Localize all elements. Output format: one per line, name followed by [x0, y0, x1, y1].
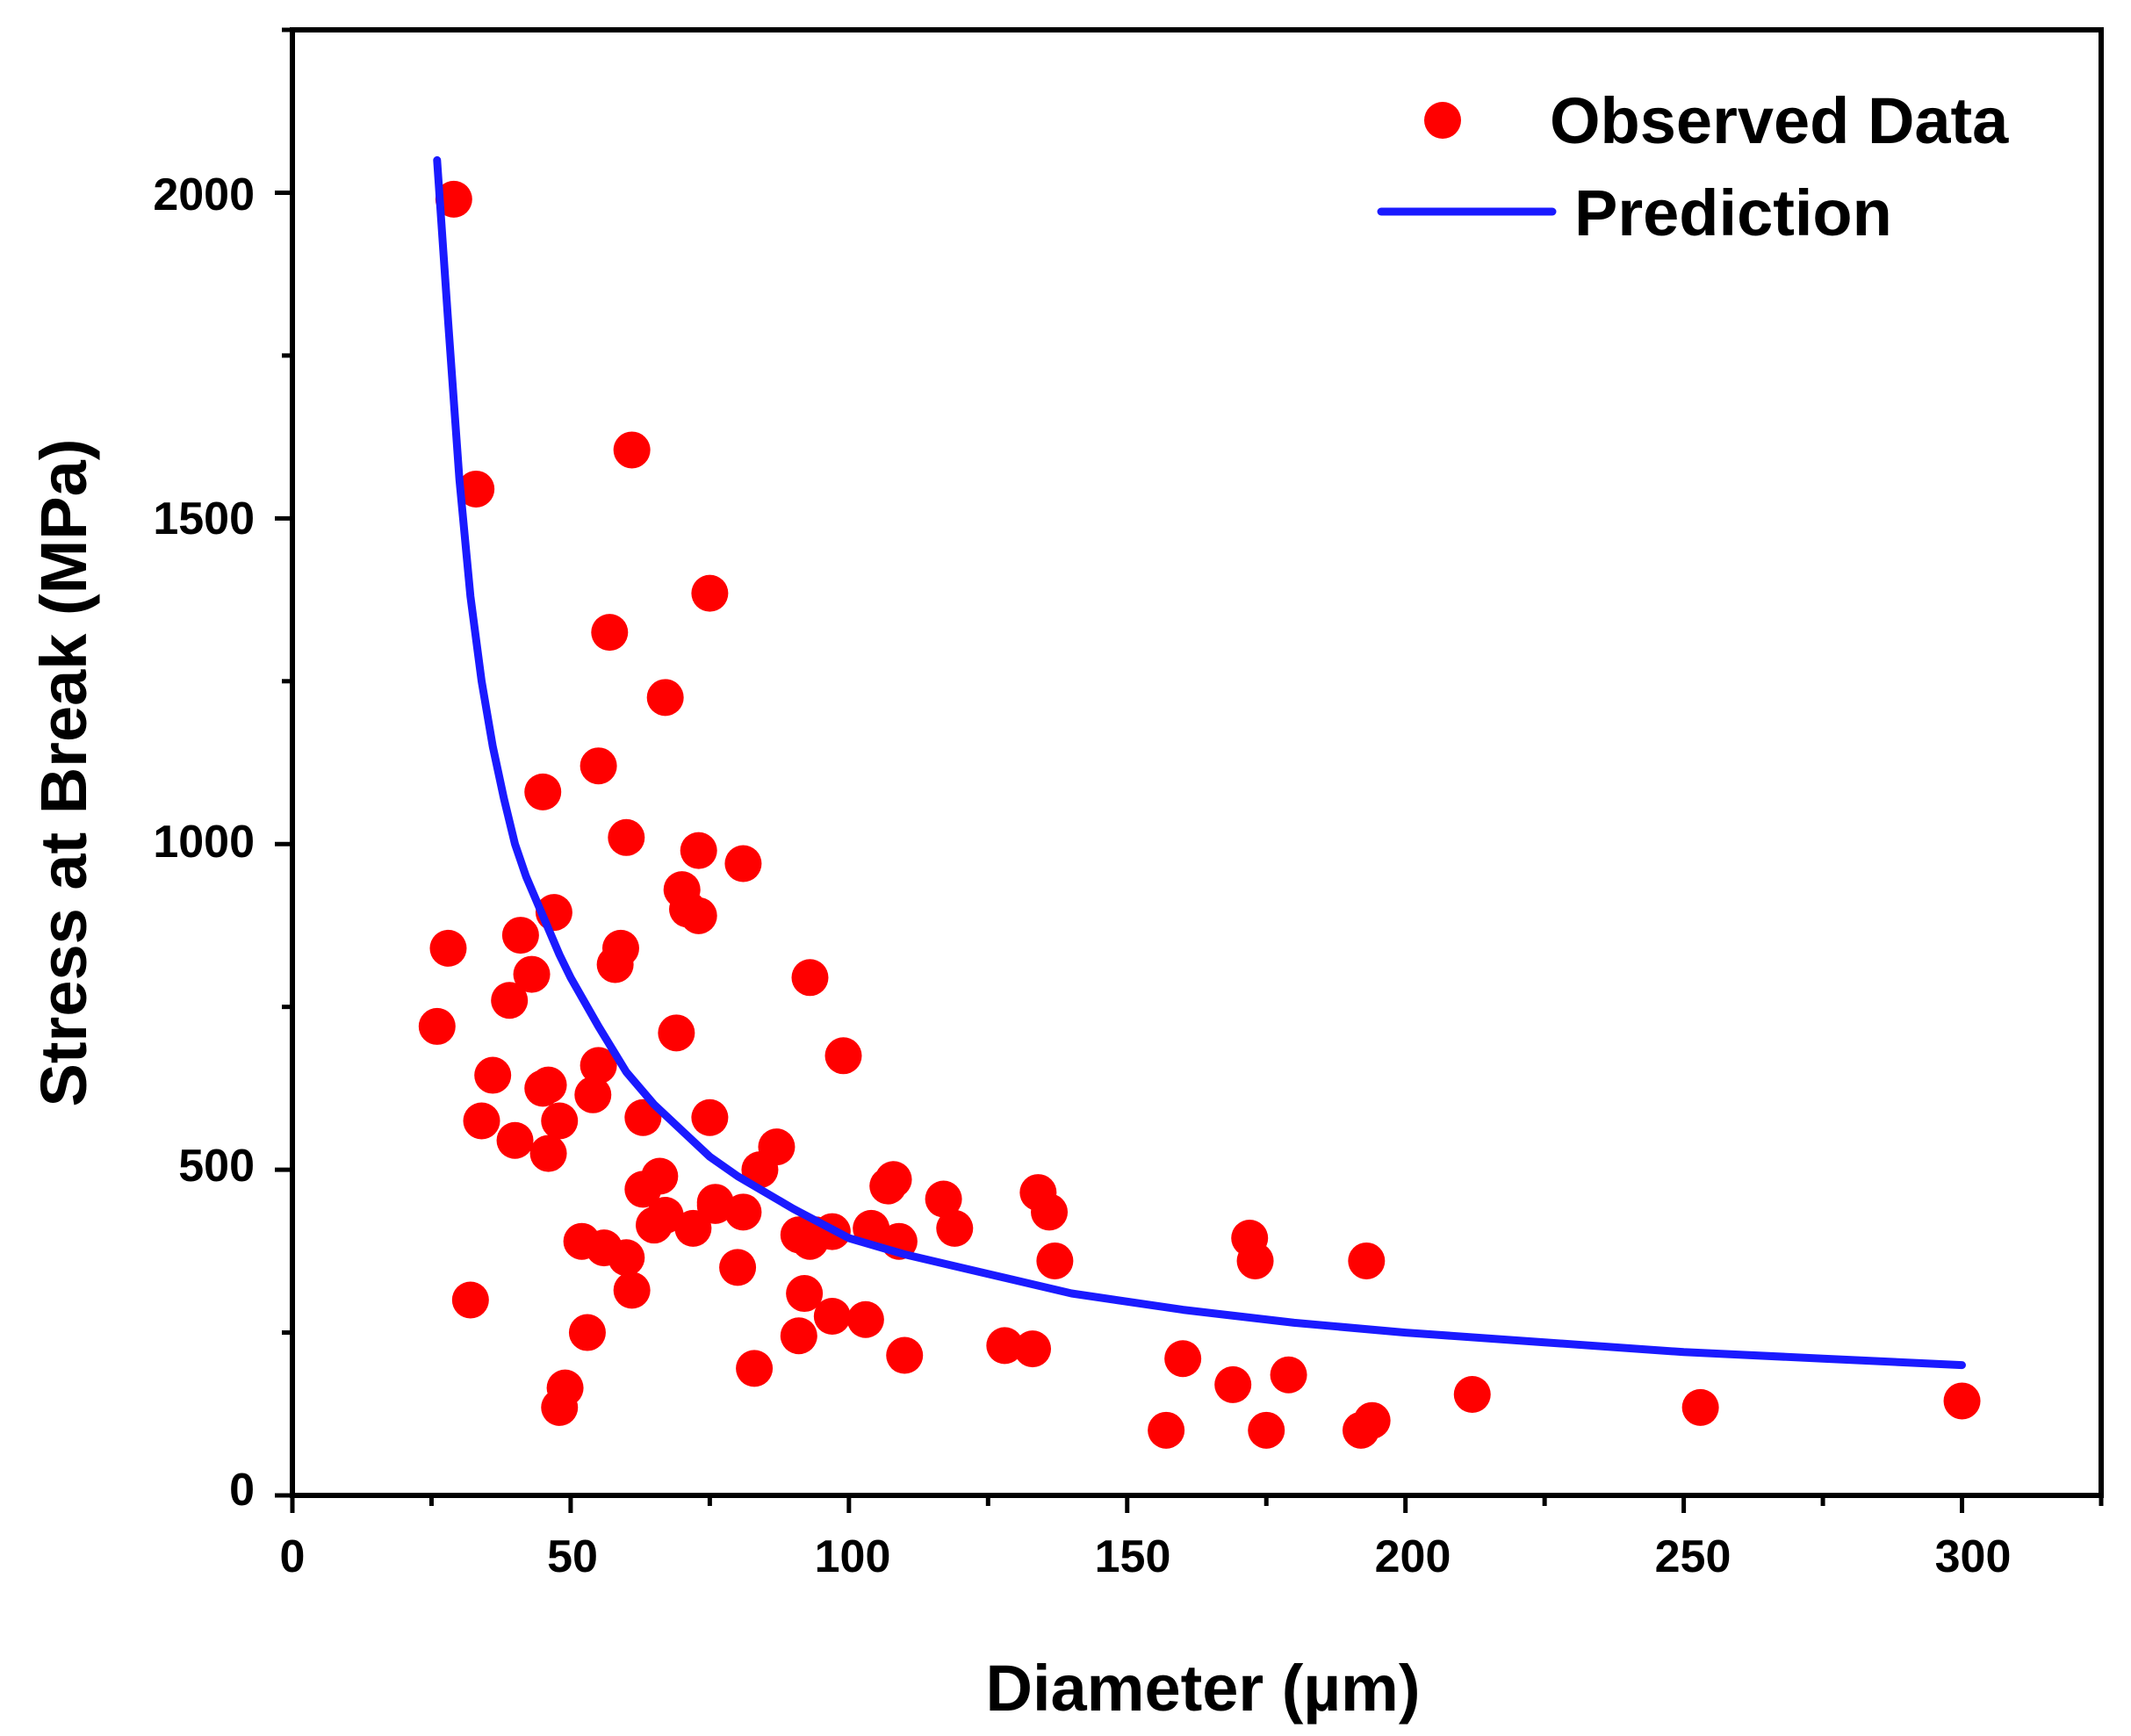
- legend-label-observed: Observed Data: [1550, 84, 2009, 157]
- observed-point: [608, 818, 645, 856]
- observed-point: [691, 1099, 729, 1136]
- observed-point: [658, 1014, 695, 1052]
- observed-point: [1453, 1376, 1491, 1414]
- observed-point: [780, 1317, 817, 1355]
- y-tick-label: 0: [229, 1465, 255, 1516]
- observed-point: [1031, 1193, 1069, 1231]
- observed-point: [986, 1327, 1024, 1365]
- observed-point: [601, 929, 639, 967]
- x-tick-labels: 0 50 100 150 200 250 300: [280, 1531, 2012, 1582]
- observed-point: [875, 1161, 912, 1199]
- observed-point: [451, 1281, 489, 1319]
- observed-point: [719, 1249, 757, 1286]
- observed-point: [524, 773, 562, 810]
- observed-point: [546, 1369, 584, 1407]
- x-tick-label: 0: [280, 1531, 306, 1582]
- observed-point: [1681, 1388, 1719, 1426]
- observed-point: [786, 1275, 824, 1313]
- observed-point: [591, 614, 629, 652]
- observed-point: [529, 1066, 567, 1104]
- observed-point: [886, 1336, 924, 1374]
- x-tick-label: 250: [1655, 1531, 1731, 1582]
- observed-point: [435, 180, 472, 218]
- observed-point: [1236, 1242, 1274, 1279]
- observed-point: [724, 845, 762, 882]
- observed-point: [491, 982, 529, 1019]
- observed-point: [1148, 1411, 1185, 1449]
- x-major-ticks: [290, 1495, 1965, 1513]
- observed-point: [691, 574, 729, 612]
- observed-point: [429, 929, 467, 967]
- observed-point: [541, 1102, 579, 1140]
- observed-point: [580, 747, 617, 785]
- observed-point: [608, 1239, 645, 1277]
- observed-point: [758, 1128, 796, 1166]
- x-tick-label: 100: [815, 1531, 891, 1582]
- observed-point: [418, 1007, 456, 1045]
- observed-point: [846, 1300, 884, 1338]
- observed-point: [824, 1037, 862, 1075]
- observed-point: [529, 1135, 567, 1172]
- legend-label-prediction: Prediction: [1574, 176, 1892, 249]
- observed-point: [1248, 1411, 1285, 1449]
- y-tick-label: 1500: [153, 493, 255, 544]
- x-tick-label: 300: [1935, 1531, 2012, 1582]
- observed-point: [568, 1314, 606, 1351]
- observed-point: [513, 955, 551, 993]
- observed-point: [1353, 1401, 1391, 1439]
- observed-point: [641, 1157, 679, 1195]
- y-tick-labels: 0 500 1000 1500 2000: [153, 169, 255, 1516]
- observed-point: [646, 679, 684, 717]
- observed-point: [813, 1298, 851, 1336]
- observed-point: [574, 1076, 612, 1113]
- observed-point: [1014, 1330, 1052, 1368]
- y-tick-label: 1000: [153, 817, 255, 868]
- x-tick-label: 150: [1095, 1531, 1171, 1582]
- observed-point: [1943, 1382, 1981, 1420]
- observed-point: [1164, 1340, 1202, 1378]
- legend: Observed Data Prediction: [1377, 84, 2009, 249]
- legend-marker-observed: [1424, 102, 1461, 139]
- observed-point: [1348, 1242, 1386, 1279]
- observed-point: [674, 1209, 712, 1247]
- x-tick-label: 200: [1375, 1531, 1451, 1582]
- observed-point: [791, 959, 829, 997]
- observed-point: [936, 1209, 974, 1247]
- observed-point: [680, 897, 717, 934]
- plot-frame: [290, 27, 2104, 1498]
- observed-point: [501, 917, 539, 954]
- observed-point: [613, 1271, 651, 1309]
- y-tick-label: 2000: [153, 169, 255, 220]
- observed-points: [418, 180, 1981, 1449]
- y-axis-title: Stress at Break (MPa): [27, 439, 100, 1107]
- observed-point: [474, 1056, 512, 1094]
- observed-point: [724, 1193, 762, 1231]
- observed-point: [736, 1350, 774, 1387]
- observed-point: [1270, 1356, 1307, 1394]
- x-axis-title: Diameter (µm): [986, 1652, 1421, 1725]
- observed-point: [853, 1209, 890, 1247]
- observed-point: [457, 470, 495, 508]
- observed-point: [1214, 1365, 1252, 1403]
- observed-point: [463, 1102, 500, 1140]
- observed-point: [580, 1047, 617, 1084]
- x-tick-label: 50: [547, 1531, 598, 1582]
- prediction-line: [433, 155, 1966, 1370]
- observed-point: [613, 431, 651, 469]
- observed-point: [696, 1186, 734, 1224]
- observed-point: [496, 1121, 534, 1159]
- y-major-ticks: [275, 190, 292, 1498]
- y-tick-label: 500: [178, 1141, 255, 1192]
- observed-point: [680, 832, 717, 869]
- observed-point: [1036, 1242, 1074, 1279]
- observed-point: [646, 1197, 684, 1235]
- observed-point: [925, 1180, 962, 1218]
- observed-point: [624, 1099, 662, 1136]
